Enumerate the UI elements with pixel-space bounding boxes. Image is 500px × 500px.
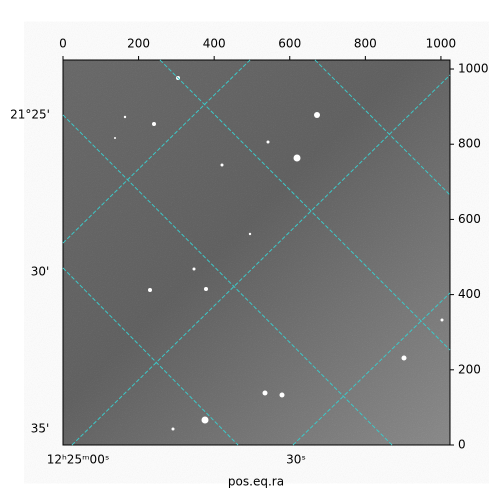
y-tick-label: 800 (458, 137, 481, 151)
image (62, 59, 451, 446)
dec-label: 35' (31, 422, 50, 436)
dec-label: 30' (31, 265, 50, 279)
x-tick-label: 600 (278, 37, 301, 51)
x-tick-label: 400 (203, 37, 226, 51)
stars (114, 76, 444, 431)
y-tick-label: 1000 (458, 62, 489, 76)
x-tick-label: 1000 (426, 37, 457, 51)
coordinate-grid (62, 59, 451, 446)
y-tick-label: 200 (458, 362, 481, 376)
y-tick-label: 0 (458, 438, 466, 452)
y-tick-label: 400 (458, 287, 481, 301)
ra-label: 30ˢ (286, 453, 306, 467)
y-tick-label: 600 (458, 212, 481, 226)
x-tick-label: 0 (59, 37, 67, 51)
x-axis-label: pos.eq.ra (228, 475, 284, 489)
ra-label: 12ʰ25ᵐ00ˢ (47, 453, 110, 467)
dec-label: 21°25' (10, 108, 50, 122)
x-tick-label: 200 (127, 37, 150, 51)
x-tick-label: 800 (354, 37, 377, 51)
